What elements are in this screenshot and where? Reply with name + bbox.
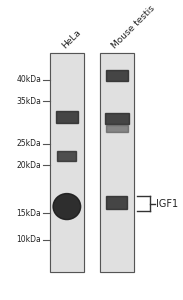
Text: Mouse testis: Mouse testis — [111, 4, 157, 50]
Bar — [100, 53, 134, 272]
Bar — [56, 111, 78, 123]
Ellipse shape — [53, 194, 81, 220]
Text: 40kDa: 40kDa — [16, 75, 41, 84]
Text: 15kDa: 15kDa — [16, 209, 41, 218]
Bar — [105, 113, 129, 124]
Text: 35kDa: 35kDa — [16, 97, 41, 106]
Bar — [100, 53, 134, 272]
Text: HeLa: HeLa — [61, 28, 83, 50]
Text: 25kDa: 25kDa — [16, 140, 41, 148]
Bar — [107, 196, 127, 209]
Bar — [57, 151, 76, 161]
Text: 10kDa: 10kDa — [16, 236, 41, 244]
Bar — [106, 124, 128, 132]
Bar — [50, 53, 84, 272]
Bar — [50, 53, 84, 272]
Text: IGF1: IGF1 — [156, 199, 179, 209]
Text: 20kDa: 20kDa — [16, 161, 41, 170]
Bar — [106, 70, 128, 81]
